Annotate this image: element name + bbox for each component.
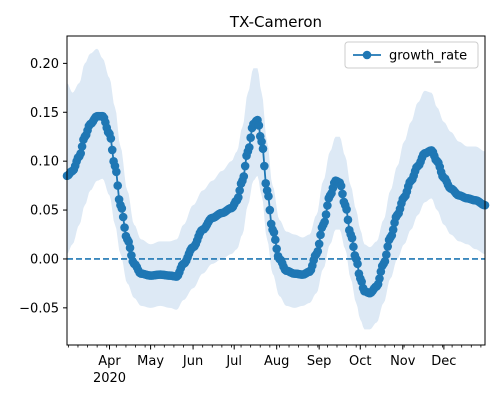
data-point: [107, 145, 117, 155]
legend-marker-swatch: [362, 50, 372, 60]
data-point: [240, 161, 250, 171]
y-tick-label: 0.00: [30, 252, 59, 267]
x-tick-label: Apr: [98, 354, 121, 369]
x-tick-label: May: [137, 354, 164, 369]
x-tick-label: Jun: [182, 354, 203, 369]
data-point: [271, 235, 280, 245]
legend-label: growth_rate: [389, 49, 467, 64]
data-point: [375, 274, 384, 283]
data-point: [234, 193, 243, 202]
plot-frame: [66, 35, 486, 346]
data-point: [380, 257, 390, 266]
data-point: [76, 149, 85, 158]
data-point: [113, 181, 123, 190]
data-point: [272, 244, 281, 254]
chart-title: TX-Cameron: [229, 13, 322, 31]
data-point: [239, 172, 249, 181]
data-point: [343, 215, 353, 225]
data-point: [260, 161, 269, 171]
data-point: [321, 210, 331, 219]
data-point: [117, 204, 127, 213]
data-point: [244, 143, 254, 152]
y-tick-label: 0.15: [30, 106, 59, 121]
y-tick-label: 0.05: [30, 204, 59, 219]
data-point: [342, 205, 351, 214]
x-tick-label: Nov: [390, 354, 416, 369]
data-point: [336, 181, 346, 191]
x-tick-label: Jul: [225, 354, 242, 369]
y-tick-label: 0.20: [30, 57, 59, 72]
data-point: [320, 217, 329, 227]
data-point: [118, 212, 128, 222]
y-tick-label: −0.05: [19, 301, 59, 316]
data-points: [62, 111, 490, 298]
data-point: [258, 144, 268, 154]
data-point: [316, 230, 325, 240]
data-point: [382, 250, 391, 260]
data-point: [106, 134, 116, 143]
data-point: [313, 246, 323, 256]
x-tick-label: Aug: [264, 354, 289, 369]
data-point: [314, 239, 324, 249]
data-point: [353, 259, 362, 269]
y-tick-label: 0.10: [30, 155, 59, 170]
data-point: [388, 225, 398, 234]
axes: −0.05 0.00 0.05 0.10 0.15 0.20 Apr 2020 May Jun Ju…: [19, 35, 486, 386]
data-point: [349, 242, 358, 252]
data-point: [246, 133, 255, 142]
data-point: [120, 223, 129, 232]
data-point: [323, 201, 332, 210]
data-point: [269, 228, 279, 237]
data-point: [265, 205, 275, 215]
data-point: [338, 189, 347, 199]
data-point: [264, 191, 273, 201]
data-point: [257, 137, 266, 146]
data-point: [383, 242, 393, 251]
data-point: [254, 121, 264, 130]
data-point: [347, 233, 357, 243]
legend: growth_rate: [344, 41, 479, 69]
legend-box: [344, 41, 479, 69]
data-point: [125, 243, 135, 253]
x-tick-label: Sep: [307, 354, 332, 369]
x-tick-label: Dec: [431, 354, 456, 369]
data-point: [261, 179, 271, 188]
data-point: [112, 167, 121, 177]
data-point: [77, 142, 87, 151]
data-point: [235, 186, 244, 195]
x-tick-label: Oct: [349, 354, 371, 369]
x-tick-year-label: 2020: [93, 371, 126, 386]
